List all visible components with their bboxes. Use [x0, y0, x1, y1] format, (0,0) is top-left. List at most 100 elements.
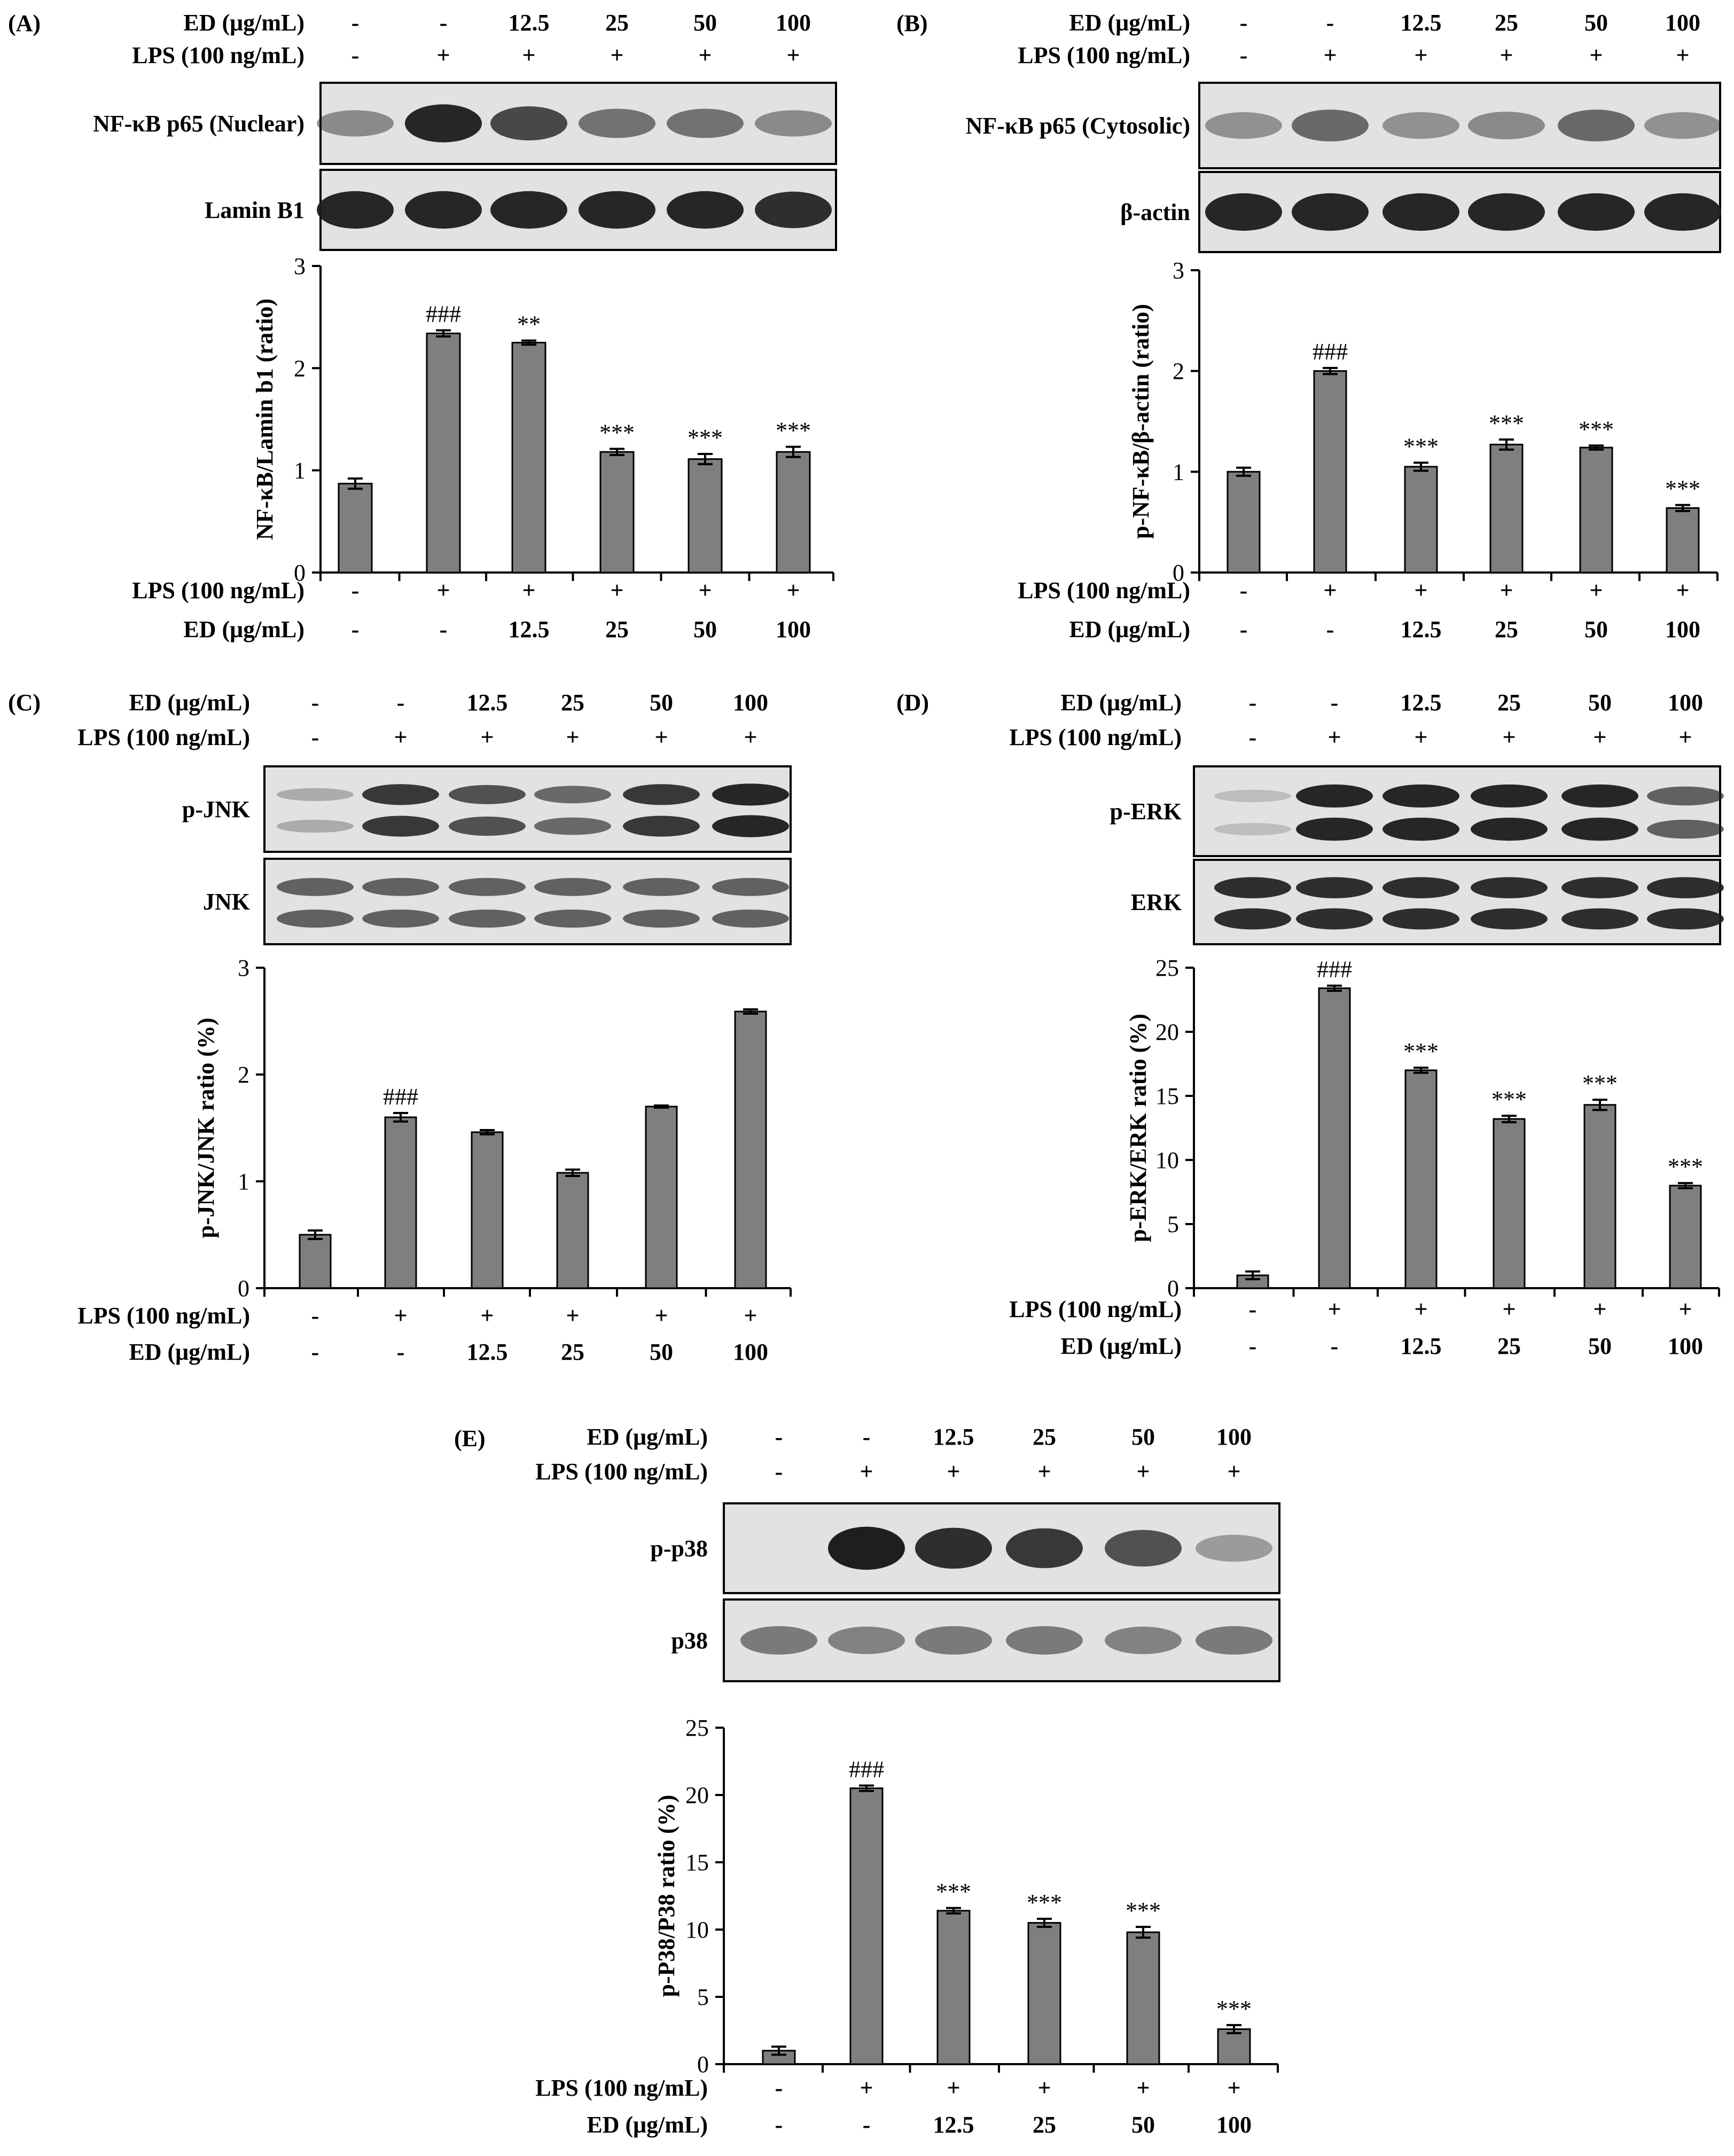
blot-band [740, 1626, 817, 1655]
y-tick-label: 25 [685, 1715, 709, 1741]
ed-value: 50 [1131, 1424, 1155, 1450]
significance-label: ** [517, 311, 541, 338]
ed-value: 25 [1497, 689, 1521, 716]
ed-value: - [1240, 616, 1248, 642]
ed-value: 12.5 [509, 10, 550, 36]
lps-row-label: LPS (100 ng/mL) [535, 1459, 708, 1485]
lps-value: + [1678, 1296, 1692, 1322]
bar [1027, 1922, 1061, 2065]
western-blot: NF-κB p65 (Cytosolic) [966, 82, 1721, 169]
significance-label: *** [936, 1879, 971, 1905]
y-tick-label: 10 [685, 1917, 709, 1943]
significance-label: *** [1126, 1898, 1161, 1924]
lps-value: + [1414, 577, 1427, 603]
blot-band [490, 106, 567, 140]
blot-band [1561, 908, 1638, 930]
ed-value: 50 [650, 689, 673, 716]
lps-value: + [436, 42, 450, 68]
ed-row-label: ED (μg/mL) [587, 1424, 708, 1450]
ed-value: 25 [1497, 1333, 1521, 1359]
blot-band [1196, 1534, 1272, 1562]
western-blot: p-ERK [1110, 765, 1724, 857]
bar [1126, 1931, 1160, 2065]
blot-band [623, 877, 700, 896]
blot-label: β-actin [1120, 199, 1190, 225]
bar [776, 451, 811, 574]
blot-band [1647, 877, 1724, 898]
ed-value: 100 [733, 1339, 768, 1365]
significance-label: *** [1668, 1154, 1703, 1180]
blot-band [1006, 1528, 1083, 1569]
lps-value: + [394, 1303, 407, 1329]
blot-band [1214, 822, 1291, 836]
blot-band [1292, 193, 1369, 231]
ed-value: 12.5 [1401, 1333, 1442, 1359]
significance-label: *** [1582, 1070, 1618, 1096]
blot-band [277, 788, 354, 801]
lps-value: + [566, 724, 579, 750]
bar [1313, 370, 1347, 574]
lps-value: + [698, 577, 712, 603]
blot-band [1205, 112, 1282, 139]
blot-band [534, 817, 611, 835]
bar [1583, 1104, 1616, 1289]
lps-value: + [744, 1303, 757, 1329]
y-tick-label: 10 [1155, 1147, 1179, 1173]
lps-row-label: LPS (100 ng/mL) [535, 2075, 708, 2101]
ed-value: 25 [1033, 2112, 1056, 2138]
blot-band [1196, 1626, 1272, 1655]
ed-value: 12.5 [1401, 616, 1442, 642]
bar-chart: 0 5 10 15 20 25 ### *** *** *** *** p-P38/P38 ratio… [653, 1715, 1279, 2077]
bar [1666, 507, 1700, 574]
lps-value: + [522, 42, 535, 68]
panel-d: (D) ED (μg/mL) LPS (100 ng/mL) - - - +12.5 +25 +… [896, 689, 1724, 1359]
ed-value: - [775, 1424, 783, 1450]
blot-band [317, 110, 394, 137]
ed-value: 50 [1584, 616, 1608, 642]
lps-value: + [480, 1303, 494, 1329]
lps-value: + [947, 1459, 960, 1485]
lps-value: - [352, 42, 360, 68]
ed-value: 12.5 [509, 616, 550, 642]
blot-frame [263, 765, 792, 853]
significance-label: ### [1317, 957, 1352, 983]
blot-frame [263, 858, 792, 945]
blot-band [1644, 112, 1721, 139]
lps-value: + [1414, 724, 1427, 750]
lps-value: + [1499, 42, 1513, 68]
blot-band [1561, 784, 1638, 808]
bar-chart: 0 1 2 3 ### *** *** *** *** p-NF-κB/β-actin (rati… [1128, 257, 1719, 586]
lps-value: + [698, 42, 712, 68]
blot-band [449, 785, 526, 804]
blot-label: p-JNK [182, 796, 250, 822]
ed-value: 12.5 [467, 689, 508, 716]
blot-band [712, 815, 789, 837]
bar [384, 1116, 417, 1289]
lps-value: + [1414, 1296, 1427, 1322]
lps-value: - [1249, 724, 1257, 750]
panel-letter: (D) [896, 689, 929, 716]
blot-band [534, 910, 611, 928]
bar [426, 332, 461, 574]
bar [688, 458, 723, 574]
blot-band [712, 877, 789, 896]
blot-band [1468, 112, 1545, 139]
ed-value: 100 [1668, 689, 1703, 716]
significance-label: *** [1216, 1996, 1252, 2022]
blot-band [449, 817, 526, 836]
blot-band [1214, 789, 1291, 803]
ed-value: 100 [1665, 10, 1700, 36]
blot-band [915, 1527, 992, 1569]
blot-band [1382, 908, 1459, 930]
blot-band [362, 784, 439, 805]
bar [1217, 2028, 1251, 2065]
bar [645, 1106, 678, 1289]
y-tick-label: 2 [1173, 358, 1184, 385]
ed-value: - [397, 689, 405, 716]
western-blot: p-JNK [182, 765, 792, 853]
blot-band [1382, 112, 1459, 139]
lps-value: + [786, 42, 800, 68]
bar [556, 1172, 589, 1289]
bar [849, 1787, 884, 2065]
blot-band [1296, 877, 1373, 898]
